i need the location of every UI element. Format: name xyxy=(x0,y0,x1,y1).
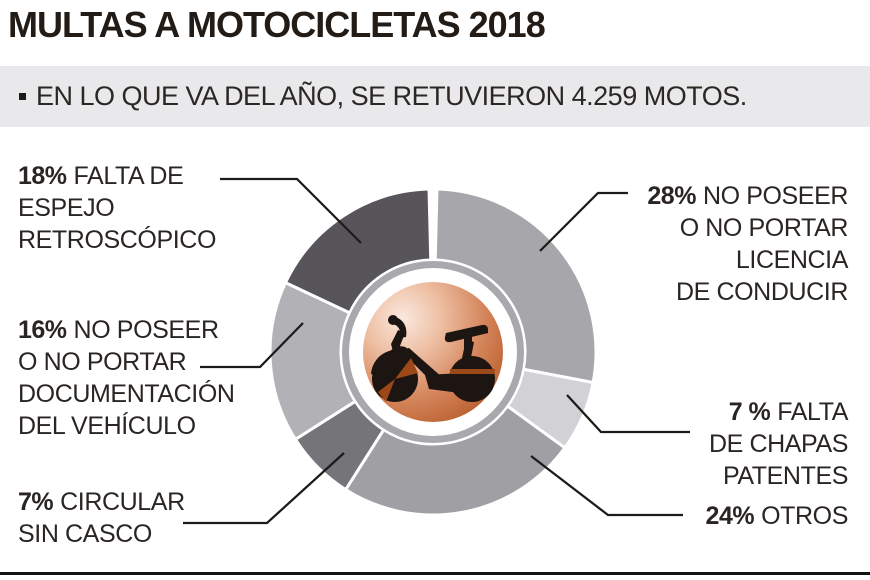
callout-documentacion: 16% NO POSEER O NO PORTAR DOCUMENTACIÓN D… xyxy=(18,314,235,442)
leader-line-casco xyxy=(183,452,345,525)
leader-line-documentacion xyxy=(200,322,304,369)
bottom-rule xyxy=(0,572,870,575)
moped-icon xyxy=(371,315,495,402)
page-title: MULTAS A MOTOCICLETAS 2018 xyxy=(8,4,546,45)
callout-casco: 7% CIRCULAR SIN CASCO xyxy=(18,486,185,550)
callout-line: RETROSCÓPICO xyxy=(18,226,216,254)
callout-otros: 24% OTROS xyxy=(705,500,849,532)
callout-line: O NO PORTAR xyxy=(679,214,849,242)
callout-line: DOCUMENTACIÓN xyxy=(18,380,235,408)
callout-line: 18% FALTA DE xyxy=(18,162,184,190)
pie-segment-1 xyxy=(433,187,598,385)
callout-line: SIN CASCO xyxy=(18,520,152,548)
leader-line-otros xyxy=(530,455,683,517)
callout-pct: 24% xyxy=(705,502,755,530)
callout-line: 24% OTROS xyxy=(705,502,849,530)
callout-chapas: 7 % FALTA DE CHAPAS PATENTES xyxy=(709,396,848,492)
callout-pct: 7% xyxy=(18,488,54,516)
callout-espejo: 18% FALTA DE ESPEJO RETROSCÓPICO xyxy=(18,160,216,256)
donut-segments xyxy=(268,187,598,517)
callout-line: 7% CIRCULAR xyxy=(18,488,185,516)
callout-pct: 18% xyxy=(18,162,67,190)
callout-line: 16% NO POSEER xyxy=(18,316,219,344)
callout-pct: 28% xyxy=(647,182,696,210)
leader-line-chapas xyxy=(566,394,690,434)
subtitle-bar: EN LO QUE VA DEL AÑO, SE RETUVIERON 4.25… xyxy=(0,66,870,127)
callout-line: 7 % FALTA xyxy=(728,398,849,426)
pie-segment-3 xyxy=(343,403,567,517)
callout-line: DE CONDUCIR xyxy=(676,278,848,306)
leader-line-licencia xyxy=(539,191,628,252)
subtitle-text: EN LO QUE VA DEL AÑO, SE RETUVIERON 4.25… xyxy=(36,81,747,111)
callout-line: 28% NO POSEER xyxy=(647,182,848,210)
callout-line: LICENCIA xyxy=(735,246,849,274)
callout-line: O NO PORTAR xyxy=(18,348,187,376)
callout-line: PATENTES xyxy=(722,462,848,490)
callout-pct: 7 % xyxy=(728,398,771,426)
callout-pct: 16% xyxy=(18,316,67,344)
callout-line: DEL VEHÍCULO xyxy=(18,412,196,440)
callout-line: DE CHAPAS xyxy=(708,430,848,458)
center-copper-disc xyxy=(363,282,503,422)
pie-segment-6 xyxy=(283,187,433,315)
leader-line-espejo xyxy=(220,177,362,244)
callout-line: ESPEJO xyxy=(18,194,115,222)
bullet-icon xyxy=(19,93,26,100)
callout-licencia: 28% NO POSEER O NO PORTAR LICENCIA DE CON… xyxy=(647,180,848,308)
